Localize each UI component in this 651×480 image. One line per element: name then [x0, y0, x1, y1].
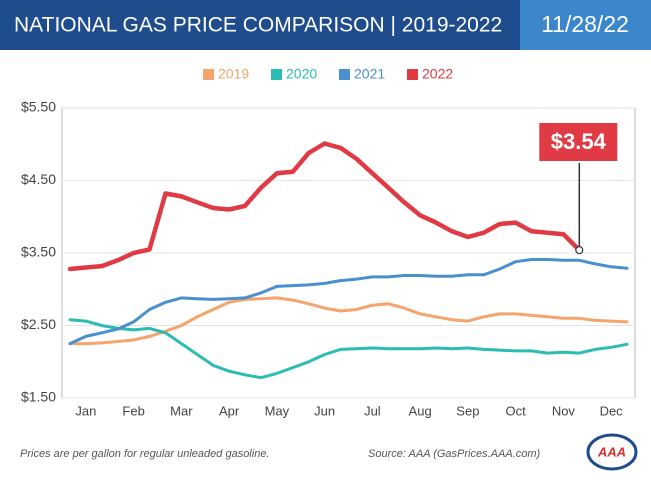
series-line	[68, 318, 629, 380]
legend-swatch	[407, 69, 418, 80]
x-tick-label: Aug	[409, 403, 432, 418]
y-tick-label: $5.50	[21, 99, 56, 115]
legend-swatch	[271, 69, 282, 80]
x-tick-label: May	[265, 403, 290, 418]
x-tick-label: Feb	[122, 403, 144, 418]
series-line	[68, 296, 629, 346]
callout-box	[537, 121, 620, 163]
legend-label: 2020	[286, 66, 317, 82]
legend-label: 2021	[354, 66, 385, 82]
y-tick-label: $3.50	[21, 244, 56, 260]
x-tick-label: Apr	[219, 403, 240, 418]
date: 11/28/22	[541, 11, 629, 37]
footnote: Prices are per gallon for regular unlead…	[20, 448, 270, 460]
y-tick-label: $1.50	[21, 389, 56, 405]
source: Source: AAA (GasPrices.AAA.com)	[368, 448, 541, 460]
x-tick-label: Nov	[552, 403, 576, 418]
date-box	[520, 0, 651, 50]
x-tick-label: Mar	[170, 403, 193, 418]
y-tick-label: $2.50	[21, 316, 56, 332]
legend-label: 2022	[422, 66, 453, 82]
legend-swatch	[339, 69, 350, 80]
chart-title: NATIONAL GAS PRICE COMPARISON | 2019-202…	[14, 14, 502, 37]
x-tick-label: Dec	[600, 403, 624, 418]
series-line	[68, 258, 629, 346]
value-label: $3.54	[551, 129, 607, 154]
legend-swatch	[203, 69, 214, 80]
x-tick-label: Sep	[456, 403, 479, 418]
logo-ring	[586, 433, 638, 471]
x-tick-label: Jul	[364, 403, 381, 418]
x-tick-label: Jun	[314, 403, 335, 418]
x-tick-label: Oct	[506, 403, 527, 418]
series-line	[67, 141, 582, 272]
logo: AAA	[597, 444, 626, 459]
legend-label: 2019	[218, 66, 249, 82]
end-point	[575, 246, 584, 255]
x-tick-label: Jan	[75, 403, 96, 418]
y-tick-label: $4.50	[21, 171, 56, 187]
